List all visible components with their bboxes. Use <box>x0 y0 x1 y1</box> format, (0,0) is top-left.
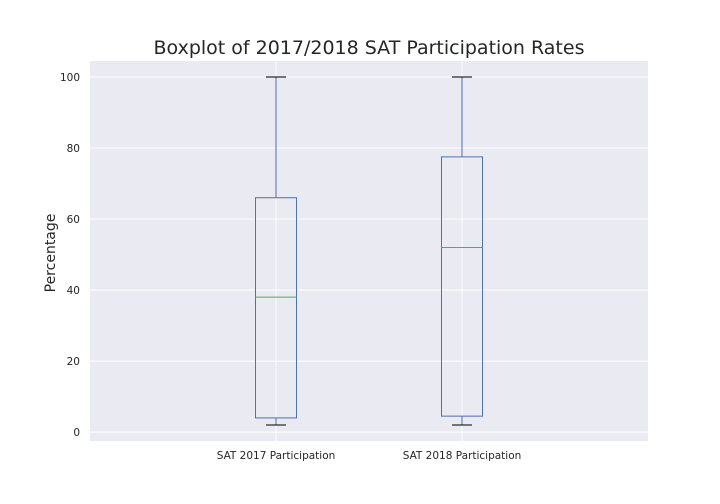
y-tick-label: 100 <box>60 72 80 84</box>
y-axis-ticks: 0 20 40 60 80 100 <box>60 72 80 439</box>
y-tick-label: 80 <box>67 143 80 155</box>
x-tick-label: SAT 2017 Participation <box>217 450 336 462</box>
y-tick-label: 60 <box>67 214 80 226</box>
y-axis-label: Percentage <box>43 214 59 293</box>
iqr-box <box>441 156 483 417</box>
y-tick-label: 0 <box>73 427 80 439</box>
box-2 <box>441 76 483 426</box>
y-tick-label: 40 <box>67 285 80 297</box>
plot-area <box>90 61 648 441</box>
box-1 <box>255 76 297 426</box>
x-axis-ticks: SAT 2017 Participation SAT 2018 Participa… <box>217 450 522 462</box>
iqr-box <box>255 197 297 419</box>
chart-title: Boxplot of 2017/2018 SAT Participation R… <box>154 37 585 59</box>
y-tick-label: 20 <box>67 356 80 368</box>
boxes <box>255 76 483 426</box>
x-tick-label: SAT 2018 Participation <box>403 450 522 462</box>
